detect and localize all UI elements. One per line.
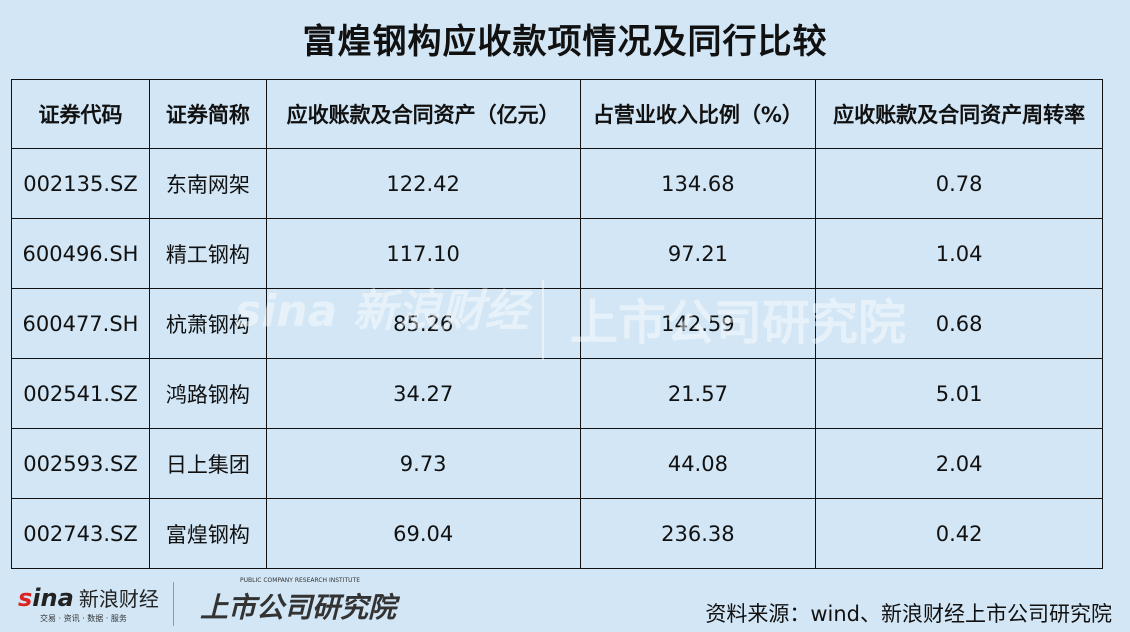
header-row: 证券代码 证券简称 应收账款及合同资产（亿元） 占营业收入比例（%） 应收账款及合同资产… bbox=[11, 79, 1103, 149]
table-row: 600477.SH 杭萧钢构 85.26 142.59 0.68 bbox=[11, 288, 1103, 359]
table-cell: 002541.SZ bbox=[11, 358, 150, 429]
table-cell: 5.01 bbox=[815, 358, 1103, 429]
table-row: 002541.SZ 鸿路钢构 34.27 21.57 5.01 bbox=[11, 358, 1103, 429]
table-cell: 97.21 bbox=[579, 218, 817, 289]
table-cell: 9.73 bbox=[265, 428, 581, 499]
sina-finance-sub: 交易 · 资讯 · 数据 · 服务 bbox=[40, 614, 127, 623]
table-cell: 69.04 bbox=[265, 498, 581, 569]
table-title: 富煌钢构应收款项情况及同行比较 bbox=[302, 22, 828, 62]
table-cell: 002743.SZ bbox=[11, 498, 150, 569]
sina-brand: sina bbox=[18, 584, 74, 612]
table-cell: 002593.SZ bbox=[11, 428, 150, 499]
source-note: 资料来源：wind、新浪财经上市公司研究院 bbox=[705, 602, 1112, 626]
table-cell: 0.42 bbox=[815, 498, 1103, 569]
table-cell: 002135.SZ bbox=[11, 148, 150, 219]
table-row: 002593.SZ 日上集团 9.73 44.08 2.04 bbox=[11, 428, 1103, 499]
table-cell: 0.78 bbox=[815, 148, 1103, 219]
column-header: 应收账款及合同资产（亿元） bbox=[265, 79, 581, 149]
table-cell: 134.68 bbox=[579, 148, 817, 219]
table-cell: 44.08 bbox=[579, 428, 817, 499]
sina-finance-name: 新浪财经 bbox=[78, 587, 159, 611]
watermark-divider bbox=[542, 280, 544, 360]
table-cell: 600496.SH bbox=[11, 218, 150, 289]
table-cell: 236.38 bbox=[579, 498, 817, 569]
table-cell: 精工钢构 bbox=[148, 218, 267, 289]
column-header: 证券简称 bbox=[148, 79, 267, 149]
table-cell: 85.26 bbox=[265, 288, 581, 359]
table-cell: 鸿路钢构 bbox=[148, 358, 267, 429]
column-header: 占营业收入比例（%） bbox=[579, 79, 817, 149]
table-cell: 600477.SH bbox=[11, 288, 150, 359]
data-table: 证券代码 证券简称 应收账款及合同资产（亿元） 占营业收入比例（%） 应收账款及合同资产… bbox=[11, 79, 1103, 569]
table-row: 002743.SZ 富煌钢构 69.04 236.38 0.42 bbox=[11, 498, 1103, 569]
table-cell: 142.59 bbox=[579, 288, 817, 359]
table-cell: 东南网架 bbox=[148, 148, 267, 219]
table-cell: 1.04 bbox=[815, 218, 1103, 289]
table-cell: 34.27 bbox=[265, 358, 581, 429]
table-cell: 117.10 bbox=[265, 218, 581, 289]
institute-en: PUBLIC COMPANY RESEARCH INSTITUTE bbox=[240, 577, 360, 584]
table-cell: 21.57 bbox=[579, 358, 817, 429]
logo-divider bbox=[173, 582, 174, 626]
column-header: 证券代码 bbox=[11, 79, 150, 149]
table-cell: 杭萧钢构 bbox=[148, 288, 267, 359]
institute-name: 上市公司研究院 bbox=[200, 591, 397, 624]
sina-finance-logo: sina 新浪财经 交易 · 资讯 · 数据 · 服务 bbox=[18, 583, 159, 623]
table-cell: 日上集团 bbox=[148, 428, 267, 499]
table-cell: 0.68 bbox=[815, 288, 1103, 359]
table-cell: 2.04 bbox=[815, 428, 1103, 499]
institute-logo: PUBLIC COMPANY RESEARCH INSTITUTE 上市公司研究… bbox=[200, 577, 397, 626]
column-header: 应收账款及合同资产周转率 bbox=[815, 79, 1103, 149]
table-cell: 富煌钢构 bbox=[148, 498, 267, 569]
table-row: 600496.SH 精工钢构 117.10 97.21 1.04 bbox=[11, 218, 1103, 289]
table-row: 002135.SZ 东南网架 122.42 134.68 0.78 bbox=[11, 148, 1103, 219]
table-cell: 122.42 bbox=[265, 148, 581, 219]
